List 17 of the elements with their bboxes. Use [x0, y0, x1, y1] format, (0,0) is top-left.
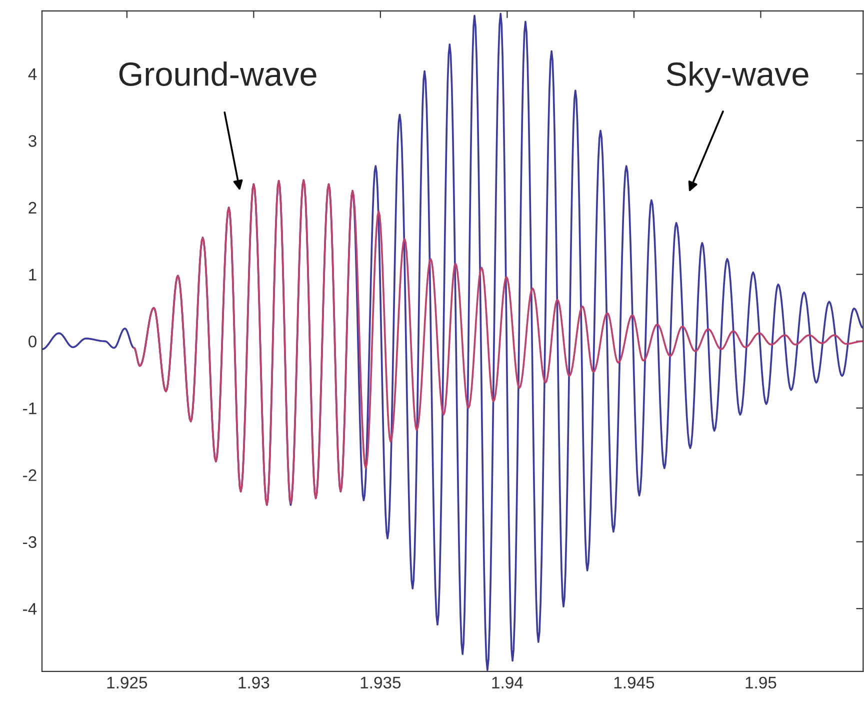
x-tick-label: 1.95: [746, 676, 776, 689]
y-tick-label: 0: [28, 336, 36, 348]
y-tick-label: -3: [23, 536, 36, 548]
y-tick-label: -2: [23, 469, 36, 481]
x-tick-label: 1.945: [614, 676, 654, 689]
y-tick-label: 1: [29, 268, 36, 280]
y-tick-label: 4: [28, 68, 37, 80]
x-tick-label: 1.93: [238, 676, 270, 689]
y-tick-label: -1: [23, 402, 36, 414]
annotation: Ground-wave: [119, 61, 316, 86]
x-tick-label: 1.94: [492, 676, 523, 689]
y-tick-label: 2: [28, 202, 36, 214]
x-tick-label: 1.925: [107, 676, 148, 689]
y-tick-label: -4: [23, 603, 37, 615]
x-tick-label: 1.935: [360, 676, 401, 689]
y-tick-label: 3: [28, 135, 36, 147]
annotation: Sky-wave: [666, 61, 808, 93]
